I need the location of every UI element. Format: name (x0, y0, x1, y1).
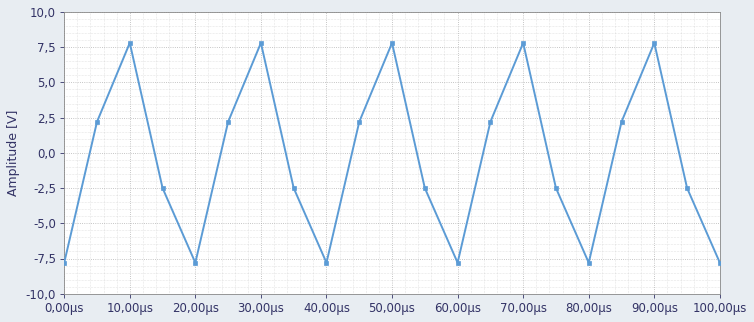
Y-axis label: Amplitude [V]: Amplitude [V] (7, 110, 20, 196)
